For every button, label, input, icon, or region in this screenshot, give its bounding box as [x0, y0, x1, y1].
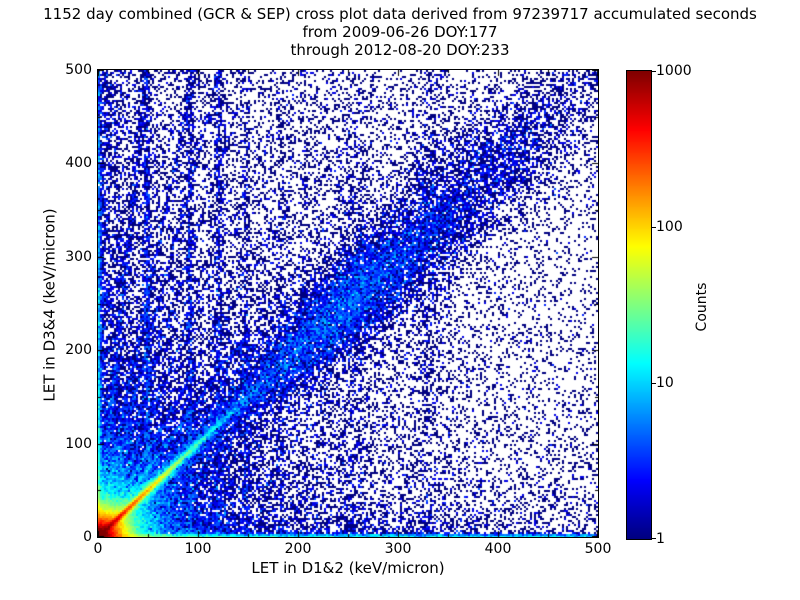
y-tick-label: 400: [65, 155, 92, 172]
colorbar-tick-label: 1000: [656, 63, 692, 79]
density-scatter-canvas: [98, 70, 598, 537]
y-tick-label: 100: [65, 435, 92, 452]
colorbar-tick-mark: [652, 538, 656, 539]
chart-title-line-1: 1152 day combined (GCR & SEP) cross plot…: [43, 5, 757, 23]
plot-area: [97, 69, 599, 538]
x-tick-label: 200: [284, 541, 312, 557]
x-tick-label: 0: [93, 541, 103, 557]
x-tick-label: 400: [484, 541, 512, 557]
x-axis-label: LET in D1&2 (keV/micron): [251, 559, 445, 577]
colorbar-gradient-canvas: [627, 71, 651, 539]
x-tick-label: 500: [584, 541, 612, 557]
colorbar-tick-mark: [652, 383, 656, 384]
colorbar-tick-mark: [652, 227, 656, 228]
colorbar-tick-label: 10: [656, 375, 674, 391]
chart-title-line-3: through 2012-08-20 DOY:233: [290, 41, 510, 59]
colorbar-label: Counts: [694, 282, 710, 332]
y-tick-label: 200: [65, 342, 92, 359]
y-tick-label: 0: [83, 529, 92, 545]
y-tick-label: 300: [65, 248, 92, 265]
x-tick-label: 300: [384, 541, 412, 557]
colorbar-tick-label: 100: [656, 219, 683, 235]
x-tick-label: 100: [184, 541, 212, 557]
y-axis-label: LET in D3&4 (keV/micron): [40, 208, 59, 402]
colorbar: [626, 70, 652, 540]
colorbar-tick-label: 1: [656, 531, 665, 547]
colorbar-tick-mark: [652, 71, 656, 72]
y-tick-label: 500: [65, 62, 92, 78]
chart-title-line-2: from 2009-06-26 DOY:177: [302, 23, 498, 41]
